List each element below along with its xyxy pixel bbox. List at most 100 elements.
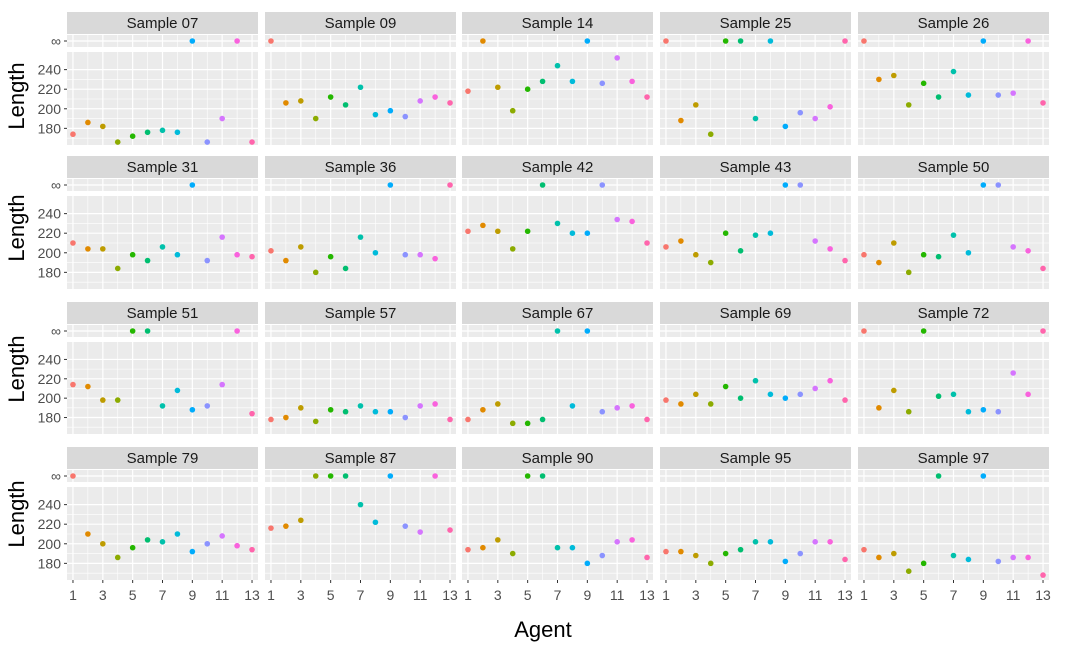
facet-panels: Sample 07 Sample 09 Sample 14 Sample 25 Samp…: [67, 12, 1049, 580]
data-point: [950, 391, 957, 398]
strip-background: [660, 156, 851, 178]
y-tick-label: 180: [38, 264, 62, 280]
data-point: [219, 234, 225, 240]
data-point: [629, 537, 635, 543]
y-tick-label-infinity: ∞: [51, 177, 61, 193]
data-point: [782, 395, 789, 401]
x-tick-label: 3: [297, 587, 305, 603]
x-tick-label: 5: [920, 587, 928, 603]
y-tick-label: 220: [38, 225, 62, 241]
data-point: [891, 240, 897, 246]
data-point: [861, 546, 867, 553]
data-point: [249, 410, 255, 417]
data-point: [614, 216, 620, 223]
data-point: [629, 218, 635, 225]
x-tick-label: 3: [99, 587, 107, 603]
data-point: [812, 539, 818, 545]
data-point: [767, 539, 774, 545]
facet-title: Sample 07: [127, 15, 199, 32]
data-point: [614, 539, 620, 545]
data-point: [995, 408, 1002, 415]
data-point: [402, 251, 409, 258]
strip-background: [660, 12, 851, 34]
data-point: [465, 546, 471, 553]
data-point-infinite: [737, 38, 744, 44]
data-point: [767, 230, 774, 236]
data-point: [159, 127, 166, 134]
data-point: [114, 265, 121, 272]
x-tick-label: 11: [413, 587, 428, 603]
y-axis-title: Length: [4, 194, 29, 261]
data-point: [693, 391, 699, 398]
facet-panel: Sample 69: [660, 302, 851, 434]
x-tick-label: 13: [639, 587, 655, 603]
data-point: [539, 78, 546, 85]
facet-title: Sample 26: [918, 15, 990, 32]
data-point-infinite: [387, 182, 394, 188]
facet-panel: Sample 72: [858, 302, 1049, 434]
data-point-infinite: [327, 473, 334, 479]
data-point: [554, 220, 561, 227]
x-tick-label: 13: [244, 587, 260, 603]
data-point-infinite: [539, 182, 546, 188]
data-point: [965, 249, 972, 256]
data-point: [950, 68, 957, 75]
data-point: [159, 403, 166, 409]
x-tick-label: 11: [610, 587, 625, 603]
facet-title: Sample 43: [720, 159, 792, 176]
data-point: [920, 560, 927, 567]
x-tick-label: 7: [950, 587, 958, 603]
data-point: [707, 131, 714, 138]
data-point: [693, 251, 699, 258]
data-point: [480, 222, 486, 229]
data-point: [891, 387, 897, 394]
data-point: [219, 533, 225, 539]
data-point-infinite: [584, 328, 591, 334]
facet-panel: Sample 14: [462, 12, 653, 145]
facet-panel: Sample 09: [265, 12, 456, 145]
facet-panel: Sample 97: [858, 447, 1049, 580]
data-point: [920, 80, 927, 87]
data-point: [417, 403, 423, 409]
strip-background: [265, 12, 456, 34]
strip-background: [67, 447, 258, 469]
data-point-infinite: [935, 473, 942, 479]
data-point: [283, 257, 289, 264]
data-point: [737, 546, 744, 553]
data-point-infinite: [782, 182, 789, 188]
data-point: [174, 129, 181, 136]
facet-panel: Sample 57: [265, 302, 456, 434]
data-point: [935, 253, 942, 260]
data-point: [372, 249, 379, 256]
facet-title: Sample 95: [720, 450, 792, 467]
y-tick-label: 220: [38, 516, 62, 532]
y-tick-label: 200: [38, 245, 62, 261]
x-tick-label: 13: [837, 587, 853, 603]
data-point: [663, 548, 669, 555]
data-point: [876, 405, 882, 411]
data-point: [678, 401, 684, 407]
strip-background: [858, 447, 1049, 469]
data-point: [891, 550, 897, 557]
strip-background: [462, 12, 653, 34]
data-point: [402, 113, 409, 120]
strip-background: [858, 302, 1049, 324]
y-axis-title: Length: [4, 480, 29, 547]
data-point-infinite: [189, 38, 196, 44]
data-point: [100, 540, 106, 547]
data-point: [614, 405, 620, 411]
data-point: [876, 259, 882, 266]
x-tick-label: 5: [524, 587, 532, 603]
data-point: [554, 544, 561, 551]
data-point: [812, 115, 818, 122]
y-tick-label-infinity: ∞: [51, 323, 61, 339]
x-tick-label: 9: [781, 587, 789, 603]
strip-background: [462, 156, 653, 178]
strip-background: [858, 156, 1049, 178]
data-point: [70, 131, 76, 138]
data-point: [465, 88, 471, 94]
data-point: [935, 94, 942, 100]
data-point: [144, 537, 151, 543]
data-point: [432, 401, 438, 407]
data-point: [283, 100, 289, 106]
